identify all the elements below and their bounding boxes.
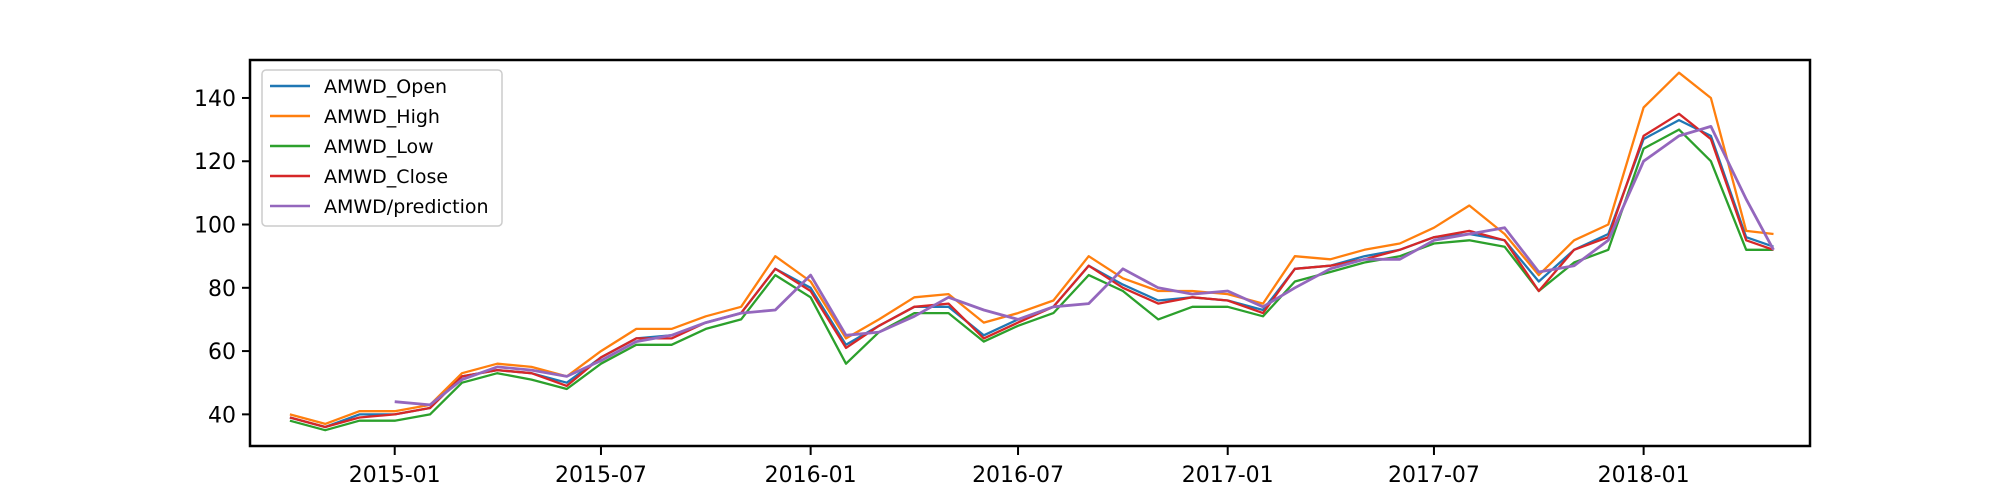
legend-label-open: AMWD_Open xyxy=(324,76,447,98)
series-line-amwd-close xyxy=(289,112,1774,429)
y-tick-label: 120 xyxy=(194,150,236,175)
x-tick-label: 2015-07 xyxy=(555,463,647,488)
x-tick-label: 2015-01 xyxy=(349,463,441,488)
legend-label-low: AMWD_Low xyxy=(324,136,434,158)
x-tick-label: 2018-01 xyxy=(1598,463,1690,488)
x-tick-label: 2016-07 xyxy=(972,463,1064,488)
y-tick-label: 140 xyxy=(194,87,236,112)
legend-label-high: AMWD_High xyxy=(324,106,440,128)
series-line-amwd-high xyxy=(289,71,1774,426)
y-tick-label: 80 xyxy=(208,277,236,302)
legend-label-prediction: AMWD/prediction xyxy=(324,196,489,218)
x-tick-label: 2017-01 xyxy=(1182,463,1274,488)
legend-label-close: AMWD_Close xyxy=(324,166,448,188)
x-tick-label: 2017-07 xyxy=(1388,463,1480,488)
y-tick-label: 60 xyxy=(208,340,236,365)
legend-box xyxy=(261,69,503,227)
y-tick-label: 40 xyxy=(208,403,236,428)
series-line-amwd-prediction xyxy=(394,125,1775,407)
legend: AMWD_Open AMWD_High AMWD_Low AMWD_Close … xyxy=(261,69,503,227)
x-tick-label: 2016-01 xyxy=(765,463,857,488)
series-line-amwd-open xyxy=(289,118,1774,429)
series-line-amwd-low xyxy=(289,128,1774,432)
plot-frame xyxy=(248,58,1812,448)
y-tick-label: 100 xyxy=(194,214,236,239)
